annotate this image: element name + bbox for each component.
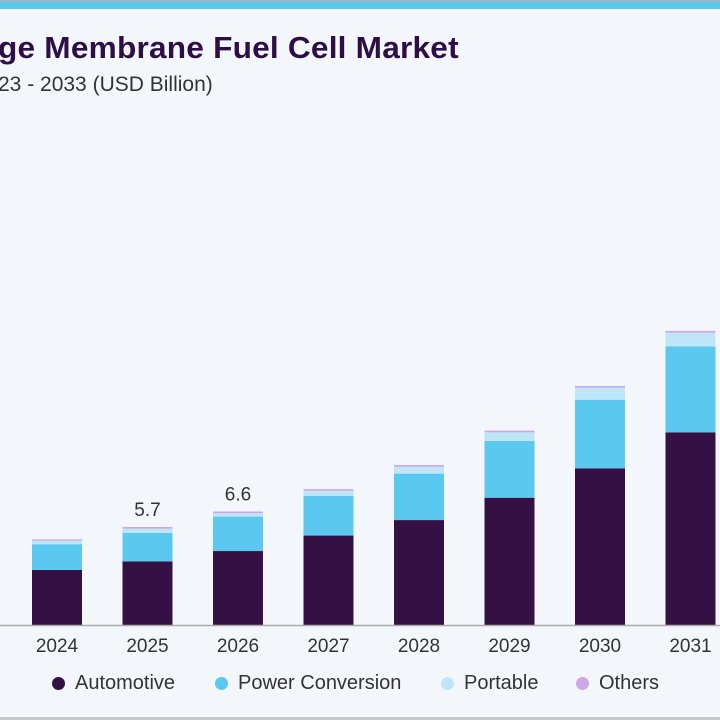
legend-item-portable[interactable]: Portable — [441, 672, 539, 695]
bar-others-2029 — [484, 430, 535, 433]
bar-others-2025 — [122, 526, 173, 529]
bar-others-2026 — [213, 511, 263, 514]
bar-automotive-2025 — [122, 561, 173, 625]
bar-others-2024 — [32, 539, 82, 541]
data-labels: 5.7 6.6 — [134, 484, 251, 520]
bar-portable-2025 — [122, 528, 173, 533]
bar-power-conversion-2028 — [394, 473, 444, 521]
top-accent-bar — [0, 0, 720, 9]
bar-others-2027 — [303, 489, 354, 491]
legend-item-power-conversion[interactable]: Power Conversion — [215, 672, 401, 695]
bar-portable-2029 — [484, 432, 535, 441]
bar-automotive-2026 — [213, 551, 263, 625]
bar-automotive-2028 — [394, 520, 444, 625]
top-edge — [0, 0, 720, 2]
bar-power-conversion-2025 — [122, 532, 173, 562]
bar-portable-2024 — [32, 540, 82, 545]
x-tick-labels: 2024 2025 2026 2027 2028 2029 2030 2031 — [36, 636, 712, 657]
legend-item-automotive[interactable]: Automotive — [52, 672, 175, 695]
bars-group — [32, 330, 716, 625]
chart-subtitle: 23 - 2033 (USD Billion) — [0, 73, 213, 96]
x-tick-label-2025: 2025 — [126, 636, 168, 657]
bar-others-2030 — [575, 385, 625, 388]
bar-power-conversion-2029 — [484, 440, 535, 498]
others-dot-icon — [576, 677, 589, 690]
legend-item-others[interactable]: Others — [576, 672, 659, 695]
bar-automotive-2030 — [575, 468, 625, 625]
bar-automotive-2031 — [665, 432, 716, 625]
bar-portable-2027 — [303, 490, 354, 496]
bar-others-2028 — [394, 465, 444, 467]
legend: Automotive Power Conversion Portable Oth… — [0, 672, 720, 698]
power-conversion-dot-icon — [215, 677, 228, 690]
data-label-2025: 5.7 — [134, 500, 160, 521]
bottom-edge — [0, 717, 720, 720]
bar-power-conversion-2026 — [213, 516, 263, 552]
bar-power-conversion-2030 — [575, 399, 625, 469]
x-tick-label-2026: 2026 — [217, 636, 259, 657]
bar-portable-2030 — [575, 387, 625, 400]
x-tick-label-2024: 2024 — [36, 636, 79, 657]
bar-portable-2028 — [394, 466, 444, 474]
bar-automotive-2024 — [32, 569, 82, 625]
bar-power-conversion-2027 — [303, 496, 354, 536]
legend-label: Power Conversion — [238, 672, 402, 694]
x-tick-label-2029: 2029 — [488, 636, 530, 657]
legend-label: Automotive — [75, 672, 176, 694]
x-tick-label-2028: 2028 — [398, 636, 440, 657]
x-tick-label-2027: 2027 — [307, 636, 349, 657]
x-tick-label-2031: 2031 — [669, 636, 711, 657]
portable-dot-icon — [441, 677, 454, 690]
bar-automotive-2027 — [303, 535, 354, 625]
bar-portable-2031 — [665, 332, 716, 347]
bar-automotive-2029 — [484, 497, 535, 625]
legend-label: Portable — [464, 672, 539, 694]
bar-power-conversion-2031 — [665, 346, 716, 433]
bar-others-2031 — [665, 330, 716, 333]
data-label-2026: 6.6 — [225, 484, 251, 505]
legend-label: Others — [599, 672, 660, 694]
bar-portable-2026 — [213, 513, 263, 517]
chart-title: ge Membrane Fuel Cell Market — [0, 30, 459, 65]
bar-power-conversion-2024 — [32, 544, 82, 570]
automotive-dot-icon — [52, 677, 65, 690]
x-tick-label-2030: 2030 — [579, 636, 621, 657]
